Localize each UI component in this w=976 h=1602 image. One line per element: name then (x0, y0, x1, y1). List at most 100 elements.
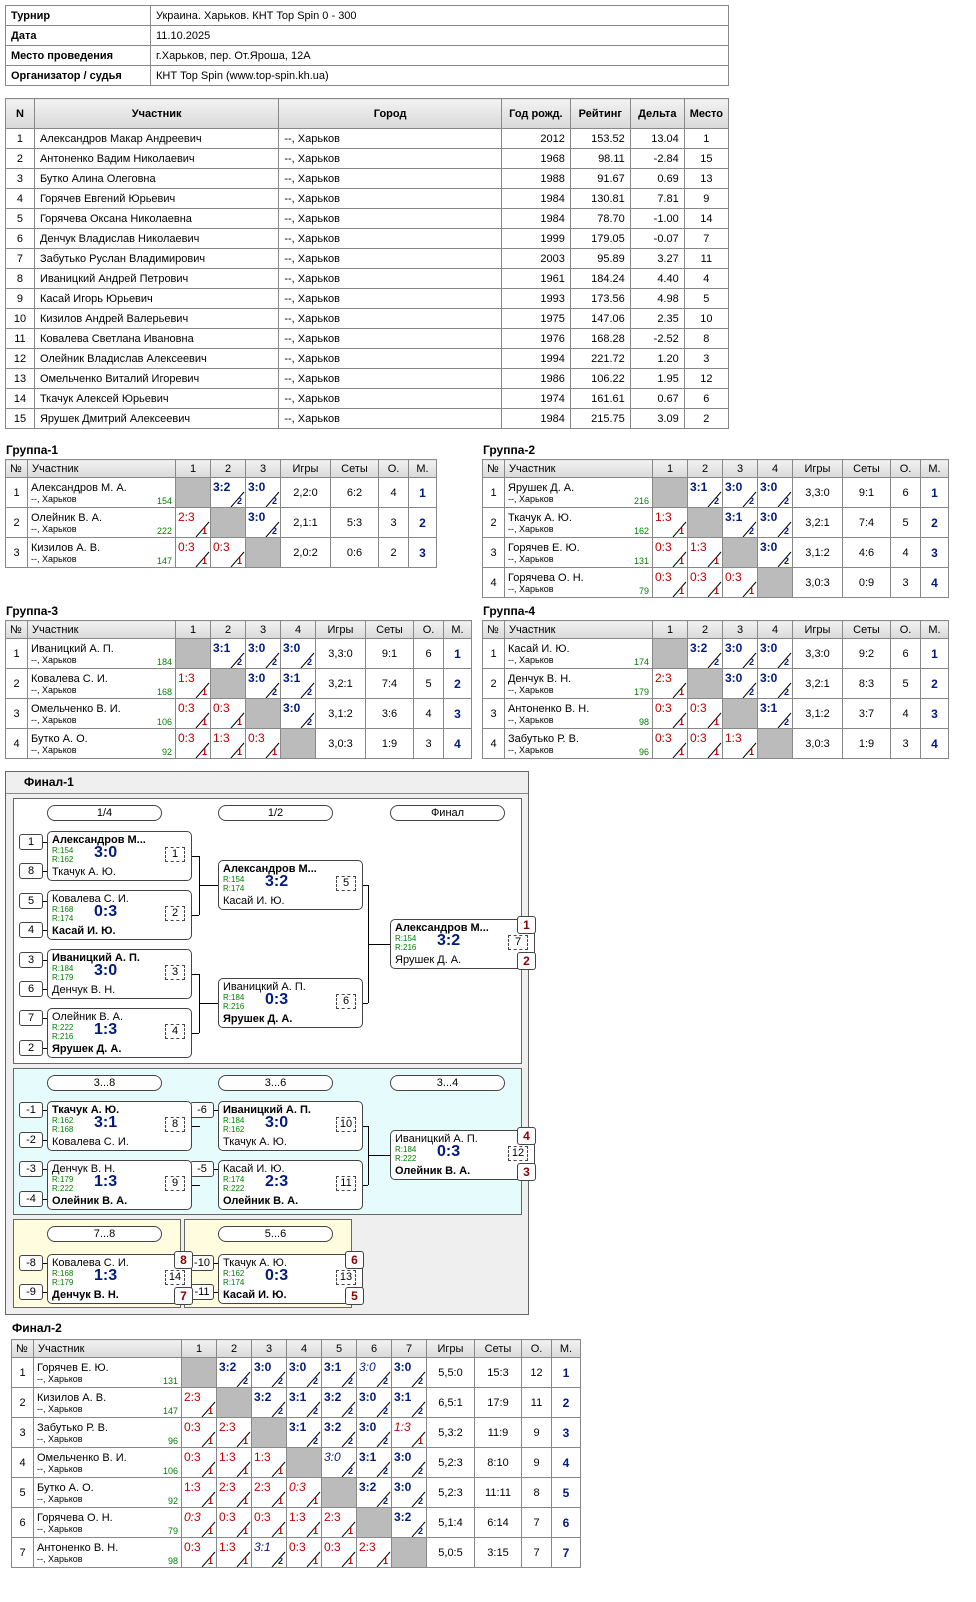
participant-city: --, Харьков (278, 288, 502, 309)
player-games: 2,1:1 (280, 507, 331, 538)
group-2-title: Группа-2 (483, 443, 536, 457)
diagonal-slash (341, 1521, 356, 1537)
score-value: 3:1 (289, 1420, 307, 1434)
match-score-cell: 3:0 2 (356, 1417, 392, 1448)
player-games: 5,0:5 (426, 1537, 475, 1568)
diagonal-slash (271, 1371, 286, 1387)
bracket-line (43, 901, 47, 902)
match-score-cell: 3:1 2 (286, 1417, 322, 1448)
participant-rating: 153.52 (569, 128, 631, 149)
player-cell: Забутько Р. В. --, Харьков 96 (33, 1417, 182, 1448)
participant-rating: 184.24 (569, 268, 631, 289)
participant-row: 4 Горячев Евгений Юрьевич --, Харьков 1984 1… (5, 188, 730, 209)
player-city: --, Харьков (31, 493, 77, 504)
score-points: 2 (748, 526, 754, 536)
score-points: 1 (277, 1526, 283, 1536)
diagonal-slash (777, 491, 792, 507)
score-value: 0:3 (690, 731, 707, 745)
bracket-line (192, 915, 199, 916)
bracket-line (214, 1263, 218, 1264)
final-place-badge: 6 (345, 1251, 364, 1269)
participant-rating: 173.56 (569, 288, 631, 309)
round-label: 3...6 (218, 1075, 333, 1091)
diagonal-slash (265, 682, 280, 698)
score-points: 1 (207, 1406, 213, 1416)
match-player-2: Олейник В. А. (223, 1195, 299, 1207)
score-value: 1:3 (690, 540, 707, 554)
match-score-cell: 2:3 1 (175, 507, 211, 538)
match-player-1: Иваницкий А. П. (223, 981, 306, 993)
player-number: 2 (5, 507, 28, 538)
score-value: 3:1 (289, 1390, 307, 1404)
diagonal-slash (236, 1461, 251, 1477)
score-points: 1 (277, 1496, 283, 1506)
match-rating-1: R:154 (52, 846, 74, 855)
player-cell: Горячева О. Н. --, Харьков 79 (33, 1507, 182, 1538)
participant-delta: -0.07 (629, 228, 685, 249)
participant-rating: 95.89 (569, 248, 631, 269)
bracket-line (214, 1169, 218, 1170)
match-score-cell: 0:3 1 (175, 537, 211, 568)
group-row: 1 Касай И. Ю. --, Харьков 174 3:2 2 3:0 2 3:0 2 3,… (482, 638, 949, 669)
participant-city: --, Харьков (278, 148, 502, 169)
player-games: 3,3:0 (792, 638, 843, 669)
player-points: 9 (521, 1447, 552, 1478)
tournament-info-table: Турнир Украина. Харьков. КНТ Top Spin 0 -… (5, 5, 729, 86)
column-header: Место (683, 98, 730, 129)
player-number: 6 (11, 1507, 34, 1538)
column-header: Город (278, 98, 502, 129)
score-points: 2 (417, 1406, 423, 1416)
group-row: 4 Омельченко В. И. --, Харьков 106 0:3 1 1:3 1 1… (11, 1447, 581, 1478)
match-score-cell: 3:0 2 (251, 1357, 287, 1388)
match-box: Ковалева С. И. R:168 R:179 1:3 14 Денчук В. Н… (47, 1254, 192, 1304)
diagonal-slash (271, 1521, 286, 1537)
bracket-line (43, 1018, 47, 1019)
score-value: 0:3 (184, 1450, 201, 1464)
player-rating: 106 (156, 717, 172, 727)
score-points: 2 (271, 526, 277, 536)
col-player: Участник (504, 459, 653, 478)
diagonal-slash (707, 652, 722, 668)
player-cell: Олейник В. А. --, Харьков 222 (27, 507, 176, 538)
score-value: 0:3 (248, 731, 265, 745)
match-score-cell: 0:3 1 (652, 728, 688, 759)
score-points: 2 (713, 657, 719, 667)
group-1-title: Группа-1 (6, 443, 59, 457)
group-row: 1 Горячев Е. Ю. --, Харьков 131 3:2 2 3:0 2 3:0 2… (11, 1357, 581, 1388)
player-cell: Ярушек Д. А. --, Харьков 216 (504, 477, 653, 508)
bracket-line (214, 1292, 218, 1293)
seed-label: 3 (19, 952, 43, 968)
player-city: --, Харьков (37, 1463, 83, 1474)
match-score: 0:3 (437, 1143, 461, 1160)
player-rating: 184 (156, 657, 172, 667)
info-value: 11.10.2025 (150, 25, 729, 46)
participant-delta: 4.40 (629, 268, 685, 289)
participant-name: Бутко Алина Олеговна (33, 168, 280, 189)
player-cell: Денчук В. Н. --, Харьков 179 (504, 668, 653, 699)
participant-place: 3 (683, 348, 730, 369)
match-rating-1: R:168 (52, 905, 74, 914)
player-number: 1 (11, 1357, 34, 1388)
player-sets: 8:10 (474, 1447, 522, 1478)
match-number: 4 (165, 1024, 185, 1039)
player-city: --, Харьков (37, 1523, 83, 1534)
match-score-cell: 0:3 1 (175, 728, 211, 759)
score-points: 1 (748, 747, 754, 757)
group-row: 3 Антоненко В. Н. --, Харьков 98 0:3 1 0:3 1 3:1… (482, 698, 949, 729)
match-rating-1: R:174 (223, 1175, 245, 1184)
participant-name: Иваницкий Андрей Петрович (33, 268, 280, 289)
participant-place: 8 (683, 328, 730, 349)
score-value: 3:0 (359, 1390, 377, 1404)
player-sets: 5:3 (330, 507, 379, 538)
player-place: 6 (551, 1507, 581, 1538)
player-games: 3,1:2 (315, 698, 366, 729)
match-rating-2: R:216 (395, 943, 417, 952)
match-score-cell: 3:2 2 (391, 1507, 427, 1538)
player-rating: 147 (156, 556, 172, 566)
col-no: № (482, 620, 505, 639)
diagonal-slash (341, 1431, 356, 1447)
participant-delta: -2.84 (629, 148, 685, 169)
self-cell (245, 698, 281, 729)
match-score-cell: 2:3 1 (652, 668, 688, 699)
diagonal-slash (306, 1491, 321, 1507)
